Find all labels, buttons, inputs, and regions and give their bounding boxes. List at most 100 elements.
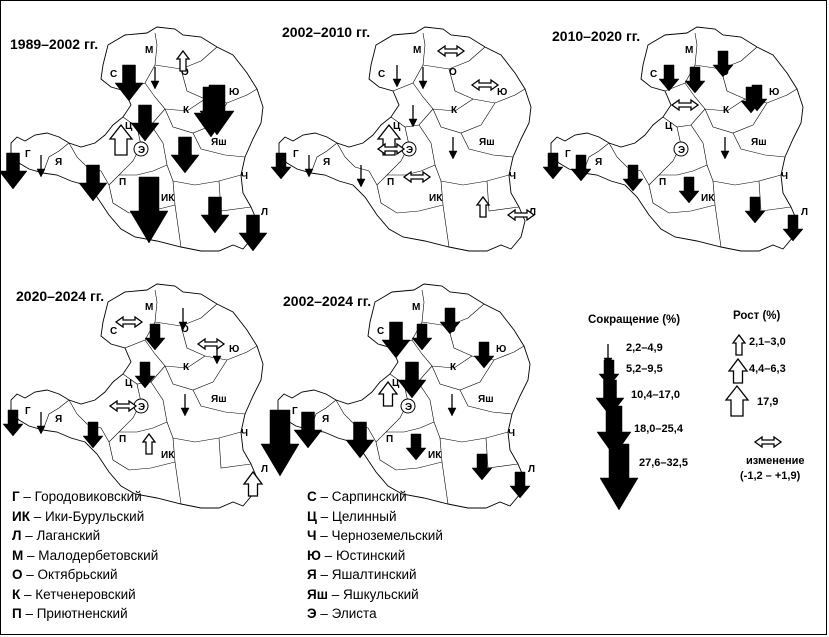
key-name: Кетченеровский bbox=[35, 586, 136, 602]
map-panel-p4: М С О Ю К Ц Э Г Я П ИК Яш Ч Л bbox=[2, 283, 268, 509]
district-label: Ю bbox=[497, 87, 507, 98]
district-label: Ю bbox=[769, 87, 779, 98]
district-border bbox=[439, 437, 443, 463]
panel-title: 2020–2024 гг. bbox=[16, 288, 104, 304]
district-label: ИК bbox=[161, 193, 175, 204]
district-border bbox=[448, 68, 526, 104]
district-border bbox=[440, 180, 444, 206]
arrow-down bbox=[622, 164, 644, 192]
key-name: Приютненский bbox=[36, 606, 128, 621]
arrow-down bbox=[0, 152, 28, 190]
arrow-up bbox=[475, 195, 491, 218]
arrow-up bbox=[108, 123, 134, 156]
arrow-down bbox=[144, 323, 166, 351]
arrow-down bbox=[397, 361, 427, 399]
district-label: ИК bbox=[428, 450, 442, 461]
district-label: Г bbox=[565, 149, 571, 160]
panel-title: 2010–2020 гг. bbox=[552, 28, 640, 44]
district-label: М bbox=[685, 45, 693, 56]
key-name: Городовиковский bbox=[34, 489, 142, 504]
district-label: С bbox=[650, 69, 657, 80]
arrow-down-head bbox=[418, 80, 428, 90]
key-name: Целинный bbox=[331, 508, 397, 524]
district-label: Я bbox=[595, 157, 602, 168]
arrow-down-head bbox=[36, 168, 46, 178]
district-border bbox=[648, 184, 716, 214]
district-label: Я bbox=[55, 414, 62, 425]
elista-marker bbox=[400, 398, 416, 414]
district-label: Я bbox=[322, 414, 329, 425]
republic-outline bbox=[550, 26, 804, 252]
key-row: П – Приютненский bbox=[12, 606, 128, 621]
arrow-down-head bbox=[178, 321, 188, 331]
key-name: Ики-Бурульский bbox=[44, 508, 145, 524]
district-border bbox=[486, 180, 520, 212]
district-label: М bbox=[413, 45, 421, 56]
district-label: Ц bbox=[125, 121, 133, 132]
arrow-down bbox=[200, 196, 230, 234]
district-label: О bbox=[449, 67, 457, 78]
district-label: Ц bbox=[665, 121, 673, 132]
district-border bbox=[119, 421, 168, 433]
arrow-both bbox=[670, 98, 700, 112]
key-abbr: ИК bbox=[12, 508, 30, 524]
key-name: Элиста bbox=[331, 606, 377, 621]
district-border bbox=[390, 108, 434, 128]
key-abbr: Яш bbox=[307, 586, 328, 602]
district-label: П bbox=[119, 177, 126, 188]
arrow-both bbox=[402, 170, 432, 184]
district-label: К bbox=[183, 105, 190, 116]
arrow-down bbox=[238, 214, 268, 252]
arrow-down-head bbox=[447, 407, 457, 417]
arrow-down bbox=[782, 214, 804, 242]
arrow-both bbox=[376, 142, 406, 156]
district-border bbox=[218, 437, 252, 469]
key-name: Яшкульский bbox=[342, 586, 419, 602]
legend-decrease-class-4: 18,0–25,4 bbox=[634, 423, 684, 435]
district-border bbox=[459, 389, 513, 415]
legend-increase-class-2: 4,4–6,3 bbox=[749, 363, 786, 375]
key-name: Сарпинский bbox=[331, 489, 407, 504]
key-row: Э – Элиста bbox=[307, 606, 377, 621]
district-label: Ч bbox=[241, 171, 248, 182]
key-abbr: П bbox=[12, 606, 22, 621]
key-row: Я – Яшалтинский bbox=[307, 567, 417, 582]
arrow-down-head bbox=[36, 425, 46, 435]
legend-change-symbol bbox=[753, 435, 783, 449]
district-label: Г bbox=[25, 149, 31, 160]
arrow-down bbox=[473, 341, 495, 369]
district-label: Г bbox=[293, 149, 299, 160]
district-label: Ц bbox=[125, 378, 133, 389]
district-label: Яш bbox=[479, 137, 495, 148]
district-border bbox=[732, 132, 786, 158]
key-separator: – bbox=[29, 508, 45, 524]
district-label: М bbox=[145, 302, 153, 313]
district-label: Г bbox=[25, 406, 31, 417]
arrow-down bbox=[570, 154, 592, 182]
arrow-down bbox=[684, 66, 706, 94]
republic-outline bbox=[277, 283, 531, 509]
district-border bbox=[659, 164, 708, 176]
legend-increase-symbol-3 bbox=[724, 384, 750, 417]
district-label: О bbox=[181, 67, 189, 78]
legend-decrease-symbol-5 bbox=[599, 443, 639, 511]
district-border bbox=[336, 142, 378, 186]
key-separator: – bbox=[316, 489, 332, 504]
district-border bbox=[648, 126, 682, 186]
district-border bbox=[108, 383, 142, 443]
district-label: Э bbox=[406, 145, 413, 156]
arrow-down bbox=[130, 104, 160, 142]
district-label: К bbox=[723, 105, 730, 116]
legend-decrease-class-5: 27,6–32,5 bbox=[639, 457, 688, 469]
arrow-down bbox=[509, 471, 531, 499]
arrow-down-head bbox=[408, 118, 418, 128]
key-name: Юстинский bbox=[335, 547, 406, 563]
arrow-both bbox=[470, 78, 500, 92]
arrow-down bbox=[260, 409, 300, 477]
arrow-down bbox=[2, 409, 24, 437]
panel-title: 1989–2002 гг. bbox=[10, 36, 98, 52]
district-border bbox=[68, 399, 110, 443]
